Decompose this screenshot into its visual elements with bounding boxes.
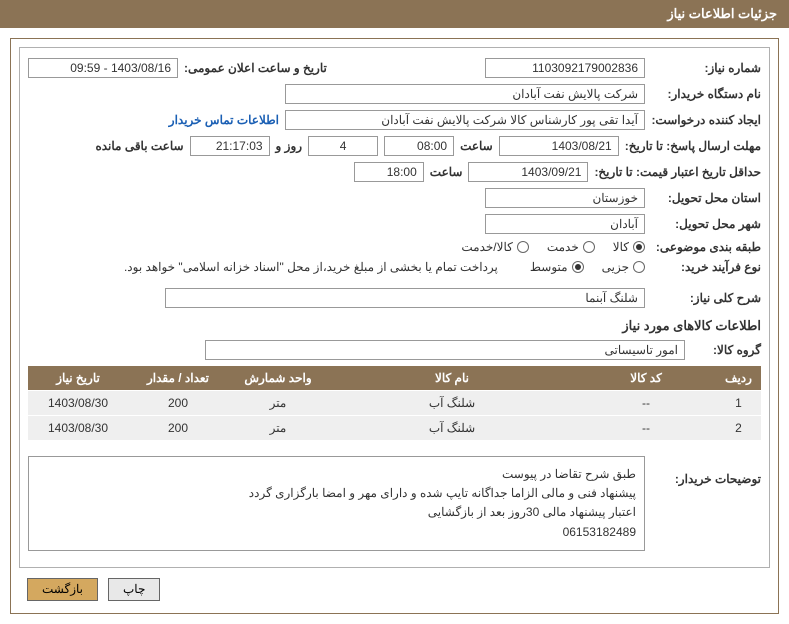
- table-cell: 1403/08/30: [28, 391, 128, 416]
- deadline-label: مهلت ارسال پاسخ: تا تاریخ:: [625, 139, 761, 153]
- table-cell: --: [576, 416, 716, 441]
- radio-icon: [633, 241, 645, 253]
- hours-remain-value: 21:17:03: [190, 136, 270, 156]
- button-row: چاپ بازگشت: [27, 578, 762, 601]
- need-desc-label: شرح کلی نیاز:: [651, 291, 761, 305]
- col-need-date: تاریخ نیاز: [28, 366, 128, 391]
- purchase-medium-radio[interactable]: متوسط: [530, 260, 584, 274]
- city-label: شهر محل تحویل:: [651, 217, 761, 231]
- row-goods-group: گروه کالا: امور تاسیساتی: [28, 340, 761, 360]
- province-label: استان محل تحویل:: [651, 191, 761, 205]
- buyer-org-value: شرکت پالایش نفت آبادان: [285, 84, 645, 104]
- category-goods-service-radio[interactable]: کالا/خدمت: [461, 240, 528, 254]
- buyer-notes-label: توضیحات خریدار:: [651, 448, 761, 486]
- category-label: طبقه بندی موضوعی:: [651, 240, 761, 254]
- deadline-time-value: 08:00: [384, 136, 454, 156]
- need-number-value: 1103092179002836: [485, 58, 645, 78]
- requester-label: ایجاد کننده درخواست:: [651, 113, 761, 127]
- buyer-org-label: نام دستگاه خریدار:: [651, 87, 761, 101]
- need-desc-value: شلنگ آبنما: [165, 288, 645, 308]
- row-min-validity: حداقل تاریخ اعتبار قیمت: تا تاریخ: 1403/…: [28, 162, 761, 182]
- details-panel: شماره نیاز: 1103092179002836 تاریخ و ساع…: [19, 47, 770, 568]
- category-goods-service-label: کالا/خدمت: [461, 240, 512, 254]
- table-cell: 200: [128, 391, 228, 416]
- table-cell: 1: [716, 391, 761, 416]
- category-service-radio[interactable]: خدمت: [547, 240, 595, 254]
- page-title-bar: جزئیات اطلاعات نیاز: [0, 0, 789, 28]
- deadline-date-value: 1403/08/21: [499, 136, 619, 156]
- col-unit: واحد شمارش: [228, 366, 328, 391]
- goods-group-value: امور تاسیساتی: [205, 340, 685, 360]
- min-validity-time-value: 18:00: [354, 162, 424, 182]
- days-remain-value: 4: [308, 136, 378, 156]
- buyer-note-line: طبق شرح تقاضا در پیوست: [37, 465, 636, 484]
- buyer-contact-link[interactable]: اطلاعات تماس خریدار: [169, 113, 279, 127]
- radio-icon: [583, 241, 595, 253]
- back-button[interactable]: بازگشت: [27, 578, 98, 601]
- page-title: جزئیات اطلاعات نیاز: [667, 6, 777, 21]
- items-section-title: اطلاعات کالاهای مورد نیاز: [28, 318, 761, 334]
- buyer-note-line: پیشنهاد فنی و مالی الزاما جداگانه تایپ ش…: [37, 484, 636, 503]
- buyer-note-line: اعتبار پیشنهاد مالی 30روز بعد از بازگشای…: [37, 503, 636, 522]
- category-service-label: خدمت: [547, 240, 579, 254]
- row-need-number: شماره نیاز: 1103092179002836 تاریخ و ساع…: [28, 58, 761, 78]
- table-cell: 200: [128, 416, 228, 441]
- category-goods-label: کالا: [613, 240, 629, 254]
- table-cell: شلنگ آب: [328, 391, 576, 416]
- hours-remain-word: ساعت باقی مانده: [95, 139, 183, 153]
- col-name: نام کالا: [328, 366, 576, 391]
- row-need-desc: شرح کلی نیاز: شلنگ آبنما: [28, 288, 761, 308]
- table-cell: شلنگ آب: [328, 416, 576, 441]
- table-cell: 2: [716, 416, 761, 441]
- time-word-1: ساعت: [460, 139, 493, 153]
- row-category: طبقه بندی موضوعی: کالا خدمت کالا/خدمت: [28, 240, 761, 254]
- announce-datetime-value: 1403/08/16 - 09:59: [28, 58, 178, 78]
- table-cell: متر: [228, 416, 328, 441]
- row-buyer-notes: توضیحات خریدار: طبق شرح تقاضا در پیوست پ…: [28, 448, 761, 551]
- table-cell: متر: [228, 391, 328, 416]
- payment-note: پرداخت تمام یا بخشی از مبلغ خرید،از محل …: [124, 260, 498, 274]
- radio-icon: [572, 261, 584, 273]
- row-reply-deadline: مهلت ارسال پاسخ: تا تاریخ: 1403/08/21 سا…: [28, 136, 761, 156]
- category-goods-radio[interactable]: کالا: [613, 240, 645, 254]
- need-number-label: شماره نیاز:: [651, 61, 761, 75]
- table-row: 2--شلنگ آبمتر2001403/08/30: [28, 416, 761, 441]
- goods-group-label: گروه کالا:: [691, 343, 761, 357]
- col-code: کد کالا: [576, 366, 716, 391]
- time-word-2: ساعت: [430, 165, 463, 179]
- min-validity-date-value: 1403/09/21: [468, 162, 588, 182]
- purchase-medium-label: متوسط: [530, 260, 568, 274]
- print-button[interactable]: چاپ: [108, 578, 160, 601]
- row-city: شهر محل تحویل: آبادان: [28, 214, 761, 234]
- requester-value: آیدا تقی پور کارشناس کالا شرکت پالایش نف…: [285, 110, 645, 130]
- table-cell: 1403/08/30: [28, 416, 128, 441]
- table-cell: --: [576, 391, 716, 416]
- col-row: ردیف: [716, 366, 761, 391]
- row-buyer-org: نام دستگاه خریدار: شرکت پالایش نفت آبادا…: [28, 84, 761, 104]
- row-province: استان محل تحویل: خوزستان: [28, 188, 761, 208]
- purchase-type-label: نوع فرآیند خرید:: [651, 260, 761, 274]
- buyer-notes-box: طبق شرح تقاضا در پیوست پیشنهاد فنی و مال…: [28, 456, 645, 551]
- items-table: ردیف کد کالا نام کالا واحد شمارش تعداد /…: [28, 366, 761, 440]
- col-qty: تعداد / مقدار: [128, 366, 228, 391]
- province-value: خوزستان: [485, 188, 645, 208]
- main-panel: شماره نیاز: 1103092179002836 تاریخ و ساع…: [10, 38, 779, 614]
- table-row: 1--شلنگ آبمتر2001403/08/30: [28, 391, 761, 416]
- announce-datetime-label: تاریخ و ساعت اعلان عمومی:: [184, 61, 327, 75]
- buyer-note-line: 06153182489: [37, 523, 636, 542]
- radio-icon: [633, 261, 645, 273]
- city-value: آبادان: [485, 214, 645, 234]
- row-requester: ایجاد کننده درخواست: آیدا تقی پور کارشنا…: [28, 110, 761, 130]
- purchase-minor-radio[interactable]: جزیی: [602, 260, 645, 274]
- days-and-word: روز و: [276, 139, 303, 153]
- min-validity-label: حداقل تاریخ اعتبار قیمت: تا تاریخ:: [594, 165, 761, 179]
- row-purchase-type: نوع فرآیند خرید: جزیی متوسط پرداخت تمام …: [28, 260, 761, 274]
- purchase-minor-label: جزیی: [602, 260, 629, 274]
- radio-icon: [517, 241, 529, 253]
